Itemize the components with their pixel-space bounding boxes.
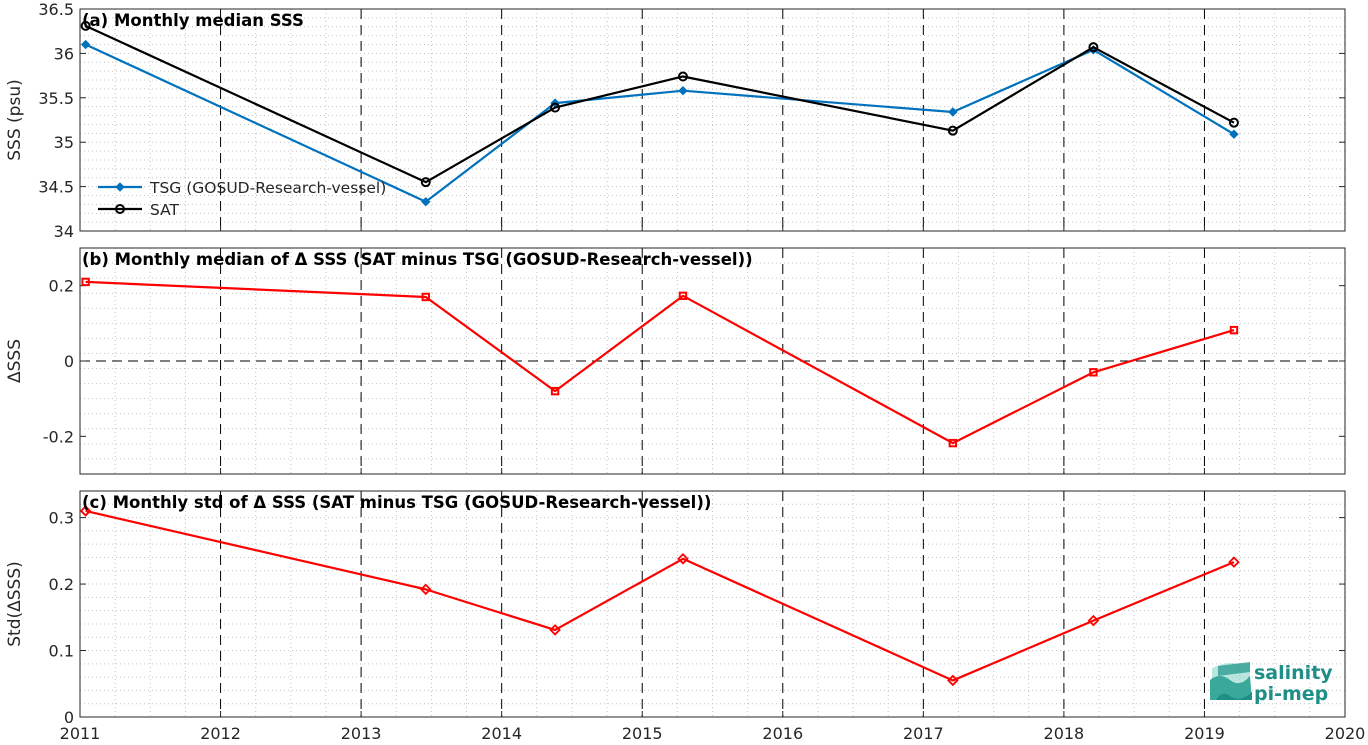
data-point xyxy=(80,39,91,50)
axes-frame xyxy=(79,490,1346,718)
data-point xyxy=(948,107,958,117)
x-tick-label: 2020 xyxy=(1325,724,1366,743)
salinity-pimep-logo: salinity pi-mep xyxy=(1210,662,1333,705)
series-b-0 xyxy=(81,277,1239,448)
axes-frame xyxy=(79,8,1346,232)
x-tick-label: 2017 xyxy=(903,724,944,743)
y-tick-label: 36.5 xyxy=(38,0,74,19)
x-tick-label: 2013 xyxy=(341,724,382,743)
legend-item: SAT xyxy=(98,201,180,219)
data-point xyxy=(947,674,959,687)
logo-line1: salinity xyxy=(1254,662,1333,684)
series-a-0 xyxy=(80,39,1239,207)
series-line xyxy=(85,24,1235,184)
data-point xyxy=(947,125,958,136)
y-tick-label: -0.2 xyxy=(43,427,74,446)
x-tick-label: 2015 xyxy=(622,724,663,743)
series-a-1 xyxy=(80,20,1239,188)
y-axis-label: Std(ΔSSS) xyxy=(5,561,25,647)
data-point xyxy=(1089,368,1098,377)
data-point xyxy=(79,505,92,517)
logo-line2: pi-mep xyxy=(1254,683,1328,705)
data-point xyxy=(948,438,958,448)
data-point xyxy=(678,85,688,96)
logo-waves-icon xyxy=(1210,662,1252,700)
panels-group: 34 34.5 35 35.5 36 36.5 SSS (psu) (a) Monthly m… xyxy=(5,0,1365,743)
panel-title: (b) Monthly median of Δ SSS (SAT minus T… xyxy=(82,250,753,269)
panel-title: (a) Monthly median SSS xyxy=(82,11,304,30)
legend-label: TSG (GOSUD-Research-vessel) xyxy=(149,179,386,197)
legend-label: SAT xyxy=(150,201,180,219)
data-point xyxy=(421,196,431,207)
data-point xyxy=(81,277,90,287)
y-tick-label: 0 xyxy=(64,708,74,727)
data-point xyxy=(1088,42,1099,53)
x-tick-label: 2012 xyxy=(200,724,241,743)
series-c-0 xyxy=(79,505,1240,687)
data-point xyxy=(550,386,560,396)
series-line xyxy=(85,280,1235,445)
data-point xyxy=(420,177,431,188)
y-tick-label: 35.5 xyxy=(38,89,74,108)
data-point xyxy=(1229,129,1239,139)
legend-marker xyxy=(115,182,125,192)
y-tick-label: 35 xyxy=(54,133,74,152)
y-axis-label: SSS (psu) xyxy=(5,79,25,160)
data-point xyxy=(550,102,561,113)
data-point xyxy=(549,624,561,636)
data-point xyxy=(1229,325,1239,335)
x-tick-label: 2016 xyxy=(762,724,803,743)
data-point xyxy=(1087,614,1100,627)
data-point xyxy=(1228,556,1240,568)
x-tick-label: 2019 xyxy=(1184,724,1225,743)
panel-c: 0 0.1 0.2 0.3 2011 2012 2013 2014 2015 2016 2017 20… xyxy=(5,490,1366,743)
data-point xyxy=(678,291,688,301)
y-tick-label: 0.2 xyxy=(49,575,74,594)
x-tick-label: 2011 xyxy=(60,724,101,743)
y-tick-label: 0 xyxy=(64,352,74,371)
x-tick-label: 2018 xyxy=(1044,724,1085,743)
y-tick-label: 0.3 xyxy=(49,509,74,528)
y-tick-label: 34.5 xyxy=(38,178,74,197)
data-point xyxy=(421,292,430,302)
data-point xyxy=(1228,117,1239,128)
panel-b: -0.2 0 0.2 ΔSSS (b) Monthly median of Δ SSS … xyxy=(5,247,1346,475)
legend-item: TSG (GOSUD-Research-vessel) xyxy=(98,179,386,197)
panel-a: 34 34.5 35 35.5 36 36.5 SSS (psu) (a) Monthly m… xyxy=(5,0,1346,241)
x-tick-label: 2014 xyxy=(481,724,522,743)
legend: TSG (GOSUD-Research-vessel) SAT xyxy=(98,179,386,219)
data-point xyxy=(677,71,688,82)
minor-grid xyxy=(80,9,1345,231)
minor-grid xyxy=(80,491,1345,717)
y-tick-label: 34 xyxy=(54,222,74,241)
data-point xyxy=(80,20,91,31)
y-axis-label: ΔSSS xyxy=(5,339,25,383)
panel-title: (c) Monthly std of Δ SSS (SAT minus TSG … xyxy=(82,493,711,512)
y-tick-label: 0.2 xyxy=(49,277,74,296)
y-tick-label: 36 xyxy=(54,44,74,63)
data-point xyxy=(419,583,432,596)
y-tick-label: 0.1 xyxy=(49,642,74,661)
series-line xyxy=(85,509,1235,682)
data-point xyxy=(677,553,689,565)
legend-marker xyxy=(115,204,125,214)
